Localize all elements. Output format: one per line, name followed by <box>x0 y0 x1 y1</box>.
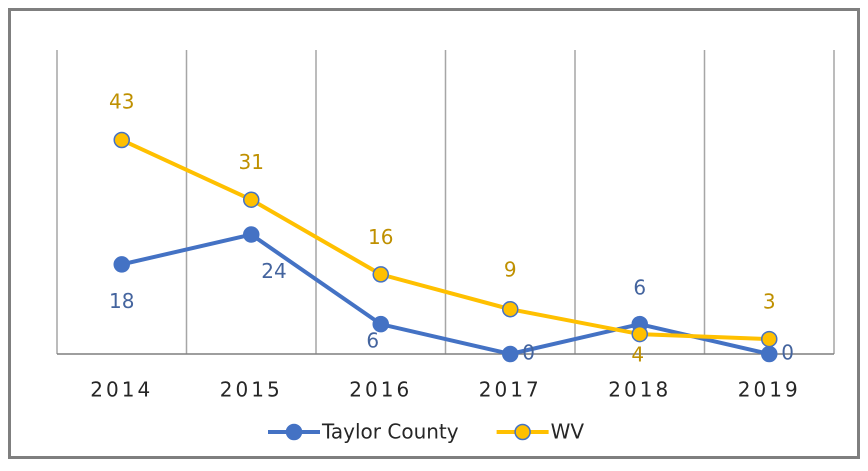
data-label: 6 <box>633 276 646 300</box>
data-point <box>761 345 778 363</box>
data-label: 24 <box>261 259 286 283</box>
data-point <box>113 131 130 149</box>
x-tick-label: 2017 <box>479 378 542 402</box>
data-label: 9 <box>504 258 517 282</box>
data-label: 4 <box>631 343 644 367</box>
x-tick-label: 2014 <box>90 378 153 402</box>
x-tick-label: 2019 <box>738 378 801 402</box>
x-tick-label: 2018 <box>608 378 671 402</box>
data-label: 0 <box>781 341 794 365</box>
data-label: 6 <box>366 329 379 353</box>
x-tick-label: 2016 <box>349 378 412 402</box>
data-point <box>372 266 389 283</box>
legend-marker <box>285 423 303 441</box>
legend-marker <box>514 423 531 441</box>
data-point <box>761 330 778 348</box>
x-tick-label: 2015 <box>220 378 283 402</box>
data-point <box>243 226 260 243</box>
data-point <box>113 256 130 273</box>
legend-label: WV <box>551 420 585 444</box>
chart-frame <box>8 8 860 459</box>
data-label: 16 <box>368 225 393 249</box>
legend-label: Taylor County <box>321 420 459 444</box>
data-label: 3 <box>763 290 776 314</box>
data-point <box>502 300 519 318</box>
series-line <box>121 232 770 356</box>
data-label: 43 <box>109 90 134 114</box>
data-point <box>372 315 389 333</box>
series-line <box>120 138 770 342</box>
data-label: 18 <box>109 289 134 313</box>
data-point <box>631 325 648 343</box>
data-point <box>502 345 519 363</box>
data-label: 0 <box>522 341 535 365</box>
data-point <box>243 191 260 208</box>
data-label: 31 <box>239 150 264 174</box>
